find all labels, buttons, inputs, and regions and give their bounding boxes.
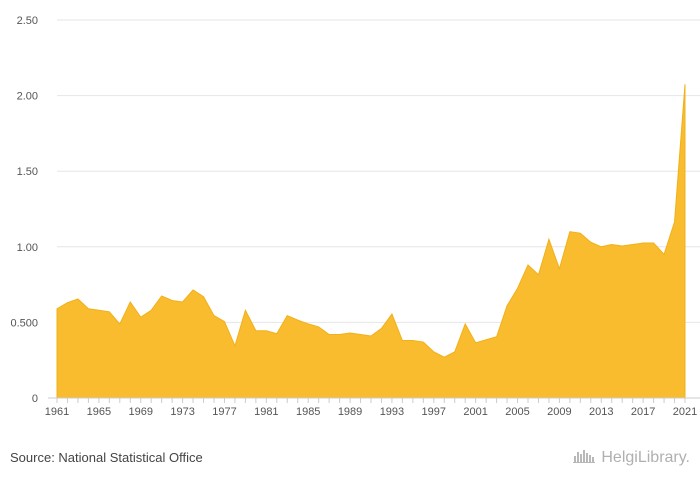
x-tick-label: 1973	[170, 406, 194, 418]
x-tick-label: 2017	[631, 406, 655, 418]
helgi-library-logo: HelgiLibrary.	[573, 447, 690, 468]
x-tick-label: 1985	[296, 406, 320, 418]
y-tick-label: 0	[32, 393, 38, 405]
y-tick-label: 2.50	[17, 15, 38, 27]
x-tick-label: 2005	[505, 406, 529, 418]
x-tick-label: 1961	[45, 406, 69, 418]
x-tick-label: 1989	[338, 406, 362, 418]
y-axis-ticks: 0 0.500 1.00 1.50 2.00 2.50	[10, 15, 38, 405]
x-tick-label: 1981	[254, 406, 278, 418]
x-tick-label: 2013	[589, 406, 613, 418]
x-tick-label: 2009	[547, 406, 571, 418]
x-tick-label: 1993	[380, 406, 404, 418]
x-axis-ticks: 1961 1965 1969 1973 1977 1981 1985 1989 1993 1997…	[45, 398, 697, 418]
library-skyline-icon	[573, 447, 597, 468]
x-tick-label: 2001	[463, 406, 487, 418]
y-tick-label: 2.00	[17, 91, 38, 103]
x-tick-label: 1965	[87, 406, 111, 418]
series-area-fill	[56, 84, 686, 399]
x-tick-label: 1969	[128, 406, 152, 418]
source-note: Source: National Statistical Office	[10, 450, 203, 465]
x-tick-label: 2021	[673, 406, 697, 418]
y-tick-label: 1.50	[17, 166, 38, 178]
x-tick-label: 1997	[422, 406, 446, 418]
y-tick-label: 1.00	[17, 242, 38, 254]
x-tick-label: 1977	[212, 406, 236, 418]
series-area	[56, 84, 686, 399]
y-tick-label: 0.500	[10, 317, 38, 329]
logo-text: HelgiLibrary.	[601, 448, 690, 466]
